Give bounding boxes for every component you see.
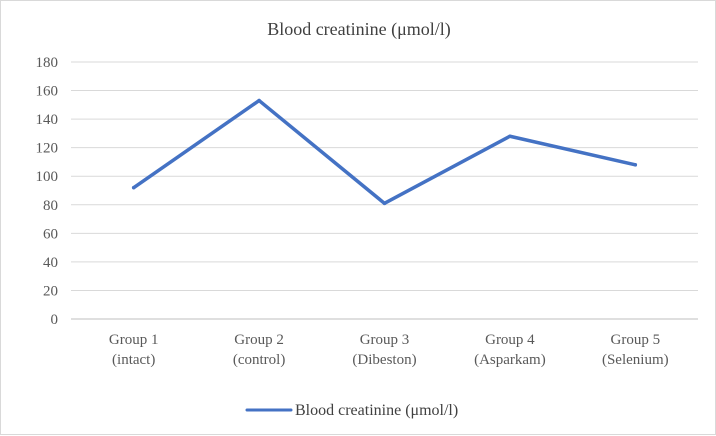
series-line	[131, 98, 638, 206]
x-tick-label: Group 2 (control)	[233, 332, 285, 368]
y-tick-label: 60	[43, 226, 58, 242]
x-tick-label-line: (intact)	[112, 352, 155, 368]
x-tick-label-line: Group 4	[485, 332, 535, 348]
x-tick-label: Group 3 (Dibeston)	[352, 332, 416, 368]
x-tick-label-line: (control)	[233, 352, 285, 368]
series-layer	[131, 98, 638, 206]
x-tick-label-line: (Dibeston)	[352, 352, 416, 368]
legend-label: Blood creatinine (μmol/l)	[295, 402, 458, 419]
x-tick-label-line: (Selenium)	[602, 352, 669, 368]
data-point	[508, 134, 512, 138]
data-point	[382, 201, 387, 206]
y-tick-label: 160	[36, 84, 59, 100]
y-tick-label: 100	[36, 169, 59, 185]
y-tick-label: 140	[36, 112, 59, 128]
x-tick-label: Group 5 (Selenium)	[602, 332, 669, 368]
x-tick-label: Group 1 (intact)	[109, 332, 159, 368]
x-tick-label-line: Group 2	[234, 332, 284, 348]
gridlines	[71, 61, 698, 320]
data-point	[257, 98, 261, 103]
y-tick-label: 180	[36, 55, 59, 71]
y-tick-label: 80	[43, 198, 58, 214]
chart-title: Blood creatinine (μmol/l)	[267, 19, 451, 40]
y-axis-ticks: 0 20 40 60 80 100 120 140 160 180	[36, 55, 59, 328]
x-tick-label-line: (Asparkam)	[474, 352, 546, 368]
y-tick-label: 120	[36, 141, 59, 157]
data-point	[131, 185, 136, 190]
x-axis-ticks: Group 1 (intact) Group 2 (control) Group 3 (D…	[109, 332, 669, 368]
legend: Blood creatinine (μmol/l)	[245, 402, 458, 419]
y-tick-label: 20	[43, 283, 58, 299]
x-tick-label-line: Group 5	[611, 332, 661, 348]
x-tick-label-line: Group 1	[109, 332, 159, 348]
data-point	[633, 163, 638, 167]
y-tick-label: 0	[51, 312, 59, 328]
x-tick-label: Group 4 (Asparkam)	[474, 332, 546, 368]
x-tick-label-line: Group 3	[360, 332, 410, 348]
y-tick-label: 40	[43, 255, 58, 271]
